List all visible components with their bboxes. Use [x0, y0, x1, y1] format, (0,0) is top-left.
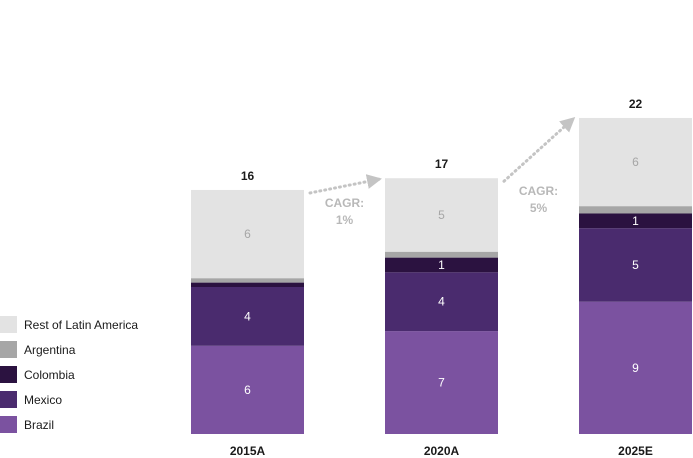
bar-segment-brazil-2020a	[385, 331, 498, 434]
bar-segment-argentina-2020a	[385, 251, 498, 258]
cagr-value-2020a-2025e: 5%	[530, 201, 548, 215]
legend-label-argentina: Argentina	[24, 343, 76, 357]
cagr-arrows-group	[308, 116, 576, 195]
segment-label-brazil-2025e: 9	[632, 361, 639, 375]
segment-label-colombia-2025e: 1	[632, 214, 639, 228]
legend-swatch-rest-of-latin-america	[0, 316, 17, 333]
total-label-2015a: 16	[241, 169, 255, 183]
cagr-arrow-2015a-2020a	[308, 174, 382, 195]
segment-label-brazil-2015a: 6	[244, 383, 251, 397]
bar-segment-colombia-2025e	[579, 213, 692, 229]
category-label-2015a: 2015A	[230, 444, 266, 458]
cagr-value-2015a-2020a: 1%	[336, 213, 354, 227]
bar-segment-brazil-2015a	[191, 345, 304, 434]
legend-label-rest-of-latin-america: Rest of Latin America	[24, 318, 138, 332]
total-label-2020a: 17	[435, 157, 449, 171]
bar-segment-colombia-2020a	[385, 257, 498, 273]
bar-segment-brazil-2025e	[579, 301, 692, 434]
bar-segment-argentina-2025e	[579, 206, 692, 214]
segment-label-mexico-2025e: 5	[632, 258, 639, 272]
cagr-arrow-2020a-2025e	[502, 116, 576, 183]
bar-segment-mexico-2015a	[191, 287, 304, 346]
category-label-2020a: 2020A	[424, 444, 460, 458]
legend-swatch-brazil	[0, 416, 17, 433]
legend-swatch-colombia	[0, 366, 17, 383]
legend-swatch-mexico	[0, 391, 17, 408]
legend-label-colombia: Colombia	[24, 368, 75, 382]
legend-label-mexico: Mexico	[24, 393, 62, 407]
legend-label-brazil: Brazil	[24, 418, 54, 432]
bar-segment-mexico-2025e	[579, 228, 692, 302]
segment-label-rest-of-latin-america-2020a: 5	[438, 208, 445, 222]
bar-segment-argentina-2015a	[191, 278, 304, 283]
bar-segment-rest-of-latin-america-2020a	[385, 178, 498, 252]
segment-label-brazil-2020a: 7	[438, 376, 445, 390]
legend: Rest of Latin America Argentina Colombia Me…	[0, 316, 138, 433]
labels-group: 646162015A7415172020A9516222025ECAGR:1%C…	[230, 97, 653, 458]
segment-label-colombia-2020a: 1	[438, 258, 445, 272]
legend-swatch-argentina	[0, 341, 17, 358]
segment-label-rest-of-latin-america-2025e: 6	[632, 155, 639, 169]
category-label-2025e: 2025E	[618, 444, 653, 458]
bars-group	[191, 117, 692, 434]
segment-label-rest-of-latin-america-2015a: 6	[244, 227, 251, 241]
bar-segment-rest-of-latin-america-2025e	[579, 117, 692, 207]
total-label-2025e: 22	[629, 97, 643, 111]
segment-label-mexico-2015a: 4	[244, 309, 251, 323]
segment-label-mexico-2020a: 4	[438, 295, 445, 309]
bar-segment-colombia-2015a	[191, 282, 304, 287]
cagr-label-2020a-2025e: CAGR:	[519, 184, 558, 198]
bar-segment-mexico-2020a	[385, 272, 498, 332]
cagr-label-2015a-2020a: CAGR:	[325, 196, 364, 210]
bar-segment-rest-of-latin-america-2015a	[191, 189, 304, 279]
